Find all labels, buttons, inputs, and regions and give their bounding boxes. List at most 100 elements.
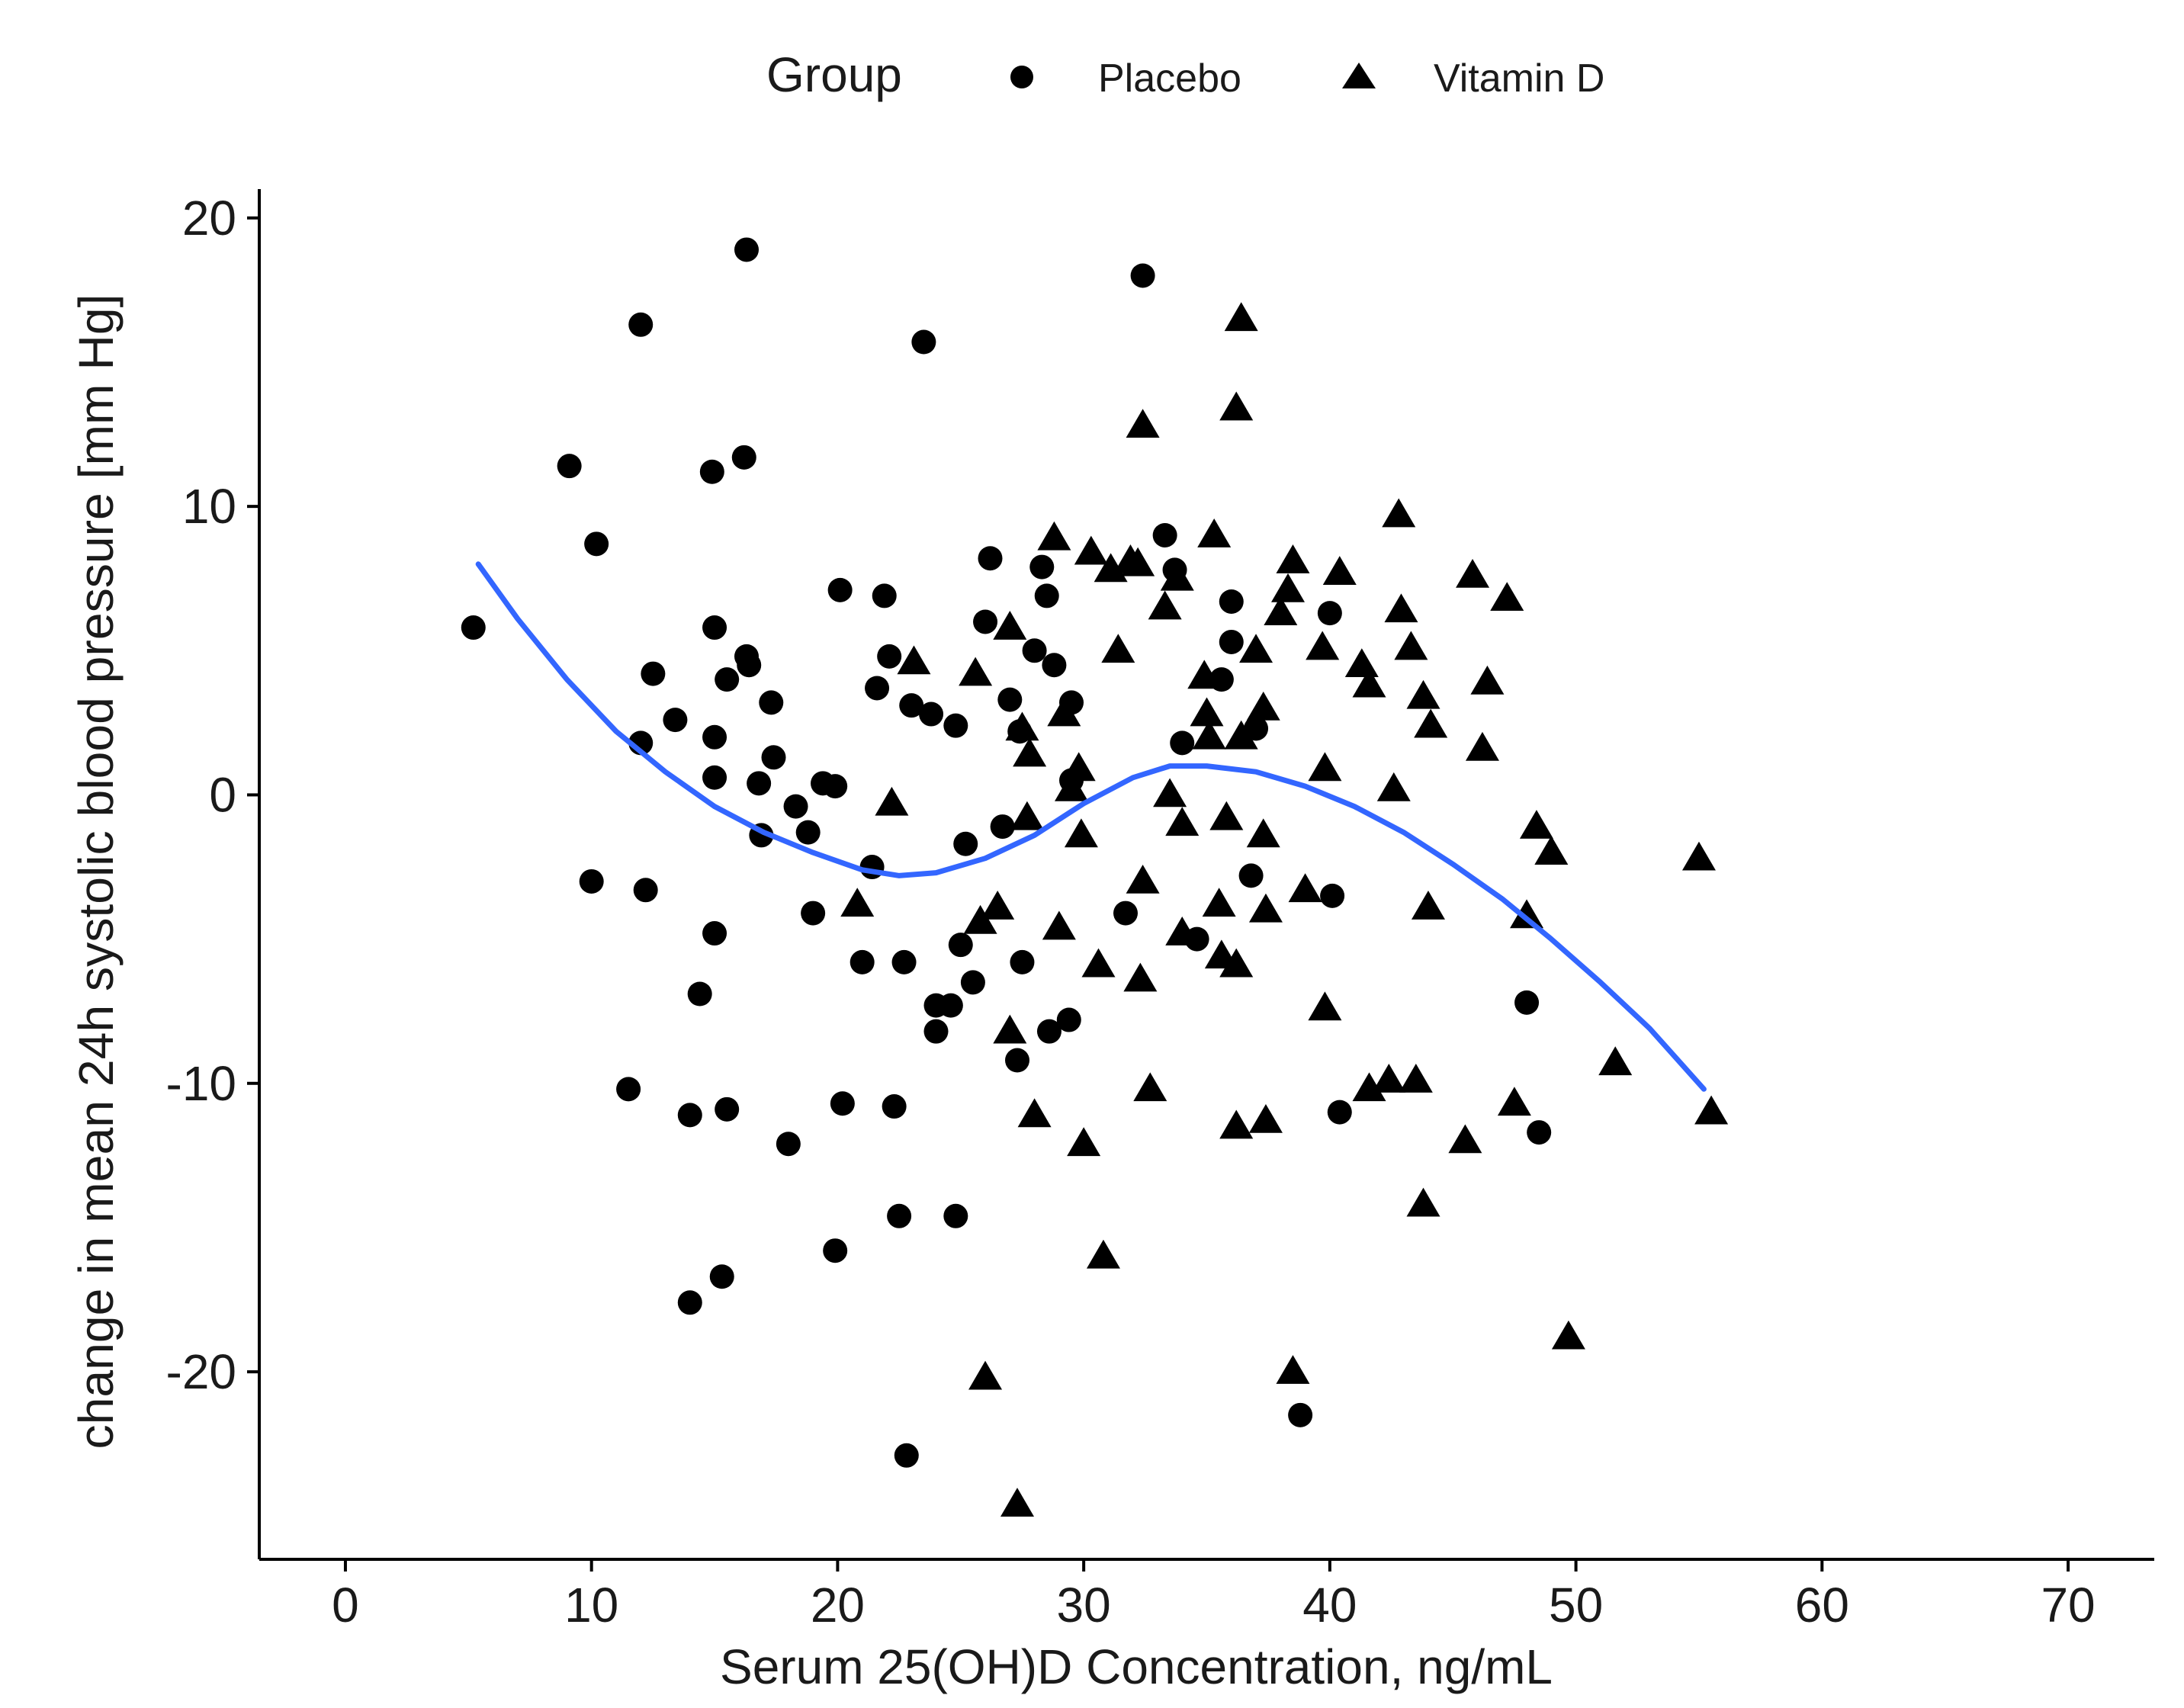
legend-title: Group [766, 47, 902, 102]
placebo-point [887, 1203, 912, 1228]
placebo-point [960, 970, 985, 995]
placebo-point [801, 901, 826, 926]
vitamin-d-point [1322, 556, 1357, 585]
legend-triangle-marker [1342, 63, 1376, 88]
vitamin-d-point [1406, 1187, 1440, 1217]
placebo-point [1219, 589, 1244, 614]
vitamin-d-point [1394, 631, 1428, 660]
placebo-point [1320, 883, 1345, 908]
vitamin-d-point [1010, 801, 1044, 830]
placebo-point [1170, 730, 1195, 756]
placebo-point [616, 1077, 641, 1102]
vitamin-d-point [1376, 772, 1411, 801]
placebo-point [783, 794, 808, 819]
legend-label-placebo: Placebo [1098, 56, 1241, 101]
placebo-point [759, 690, 784, 715]
vitamin-d-point [1352, 668, 1386, 698]
vitamin-d-point [1248, 1103, 1283, 1133]
vitamin-d-point [1081, 948, 1116, 978]
vitamin-d-point [1271, 573, 1305, 602]
placebo-point [702, 921, 727, 946]
placebo-point [894, 1443, 919, 1468]
vitamin-d-point [1551, 1320, 1585, 1350]
vitamin-d-point [1411, 891, 1445, 920]
vitamin-d-point [1681, 841, 1716, 871]
placebo-point [1238, 863, 1264, 888]
vitamin-d-point [968, 1360, 1003, 1390]
placebo-point [823, 774, 848, 799]
vitamin-d-point [1086, 1239, 1120, 1269]
vitamin-d-point [897, 645, 931, 675]
placebo-point [1042, 653, 1067, 678]
vitamin-d-point [1264, 596, 1298, 625]
placebo-point [943, 713, 968, 738]
vitamin-d-point [1165, 917, 1200, 946]
placebo-point [1113, 901, 1138, 926]
vitamin-d-point [1399, 1063, 1433, 1093]
placebo-point [715, 1096, 740, 1122]
vitamin-d-point [1276, 544, 1310, 573]
placebo-point [731, 445, 756, 470]
placebo-point [641, 661, 666, 686]
y-tick-label: 0 [209, 767, 236, 822]
placebo-point [1130, 263, 1155, 288]
vitamin-d-point [1187, 660, 1222, 689]
data-points [461, 237, 1729, 1517]
smooth-curve-layer [475, 561, 1707, 1092]
placebo-point [699, 459, 724, 484]
placebo-point [734, 237, 759, 262]
vitamin-d-point [1224, 302, 1258, 332]
y-tick-label: 10 [182, 479, 236, 534]
vitamin-d-point [1126, 864, 1160, 894]
placebo-point [761, 745, 786, 770]
vitamin-d-point [1017, 1098, 1052, 1128]
placebo-point [1010, 949, 1035, 974]
vitamin-d-point [1308, 991, 1342, 1021]
vitamin-d-point [1190, 697, 1224, 727]
placebo-point [737, 653, 762, 678]
placebo-point [943, 1203, 968, 1228]
placebo-point [899, 693, 924, 718]
vitamin-d-point [1005, 711, 1039, 741]
x-tick-label: 10 [564, 1578, 618, 1633]
vitamin-d-point [1101, 634, 1135, 663]
vitamin-d-point [1246, 818, 1280, 848]
vitamin-d-point [1510, 899, 1544, 929]
placebo-point [702, 724, 727, 750]
x-axis-title: Serum 25(OH)D Concentration, ng/mL [720, 1639, 1553, 1694]
placebo-point [776, 1132, 801, 1157]
vitamin-d-point [1219, 1109, 1254, 1139]
vitamin-d-point [1288, 873, 1322, 903]
vitamin-d-point [1013, 737, 1047, 767]
placebo-point [579, 868, 604, 894]
vitamin-d-point [1372, 1063, 1406, 1093]
vitamin-d-point [1344, 648, 1379, 678]
vitamin-d-point [1382, 498, 1416, 528]
placebo-point [911, 329, 936, 355]
vitamin-d-point [1470, 665, 1505, 695]
vitamin-d-point [1153, 778, 1187, 807]
vitamin-d-point [1094, 553, 1128, 583]
vitamin-d-point [1197, 518, 1232, 547]
vitamin-d-point [1042, 910, 1076, 940]
vitamin-d-point [1055, 772, 1088, 801]
placebo-point [823, 1238, 848, 1263]
placebo-point [919, 702, 944, 727]
placebo-point [877, 644, 902, 669]
vitamin-d-point [1306, 631, 1340, 660]
vitamin-d-point [1047, 697, 1081, 727]
placebo-point [923, 1019, 949, 1044]
x-tick-label: 20 [811, 1578, 865, 1633]
vitamin-d-point [993, 611, 1027, 640]
placebo-point [1327, 1100, 1352, 1125]
vitamin-d-point [1219, 391, 1254, 421]
placebo-point [1036, 1019, 1061, 1044]
vitamin-d-point [1456, 558, 1490, 588]
vitamin-d-point [959, 657, 993, 686]
placebo-point [1029, 554, 1055, 580]
placebo-point [628, 312, 654, 337]
x-tick-label: 50 [1549, 1578, 1603, 1633]
placebo-point [850, 949, 875, 974]
vitamin-d-point [840, 888, 875, 917]
